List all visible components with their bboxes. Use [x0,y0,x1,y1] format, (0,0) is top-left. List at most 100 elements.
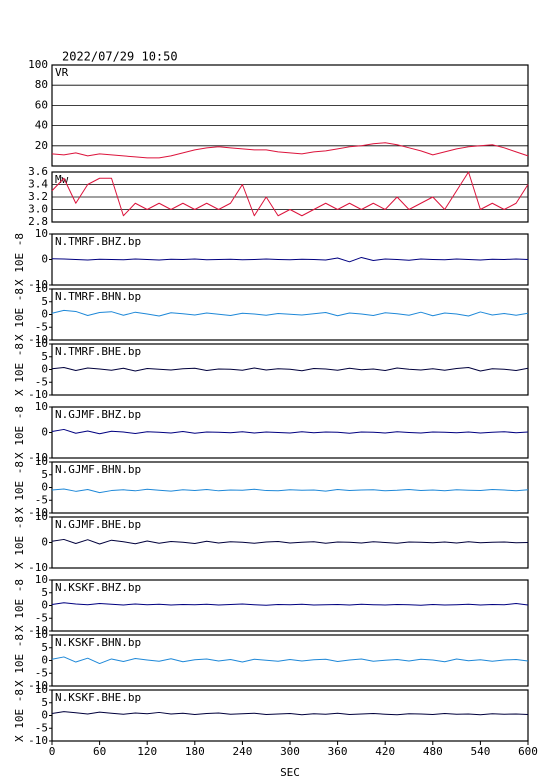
waveform-line [51,538,529,545]
x-tick-label: 300 [280,745,300,758]
series-label: N.TMRF.BHE.bp [55,345,141,358]
series-label: N.GJMF.BHZ.bp [55,408,141,421]
waveform-line [51,142,529,159]
y-tick-label: -10 [28,506,48,519]
y-tick-label: 10 [35,573,48,586]
y-tick-label: 0 [41,481,48,494]
y-tick-label: -10 [28,388,48,401]
y-tick-label: 5 [41,468,48,481]
x-tick-label: 480 [423,745,443,758]
y-tick-label: 0 [41,426,48,439]
waveform-line [51,488,529,494]
waveform-line [51,656,529,665]
y-tick-label: 5 [41,586,48,599]
y-tick-label: -5 [35,666,48,679]
waveform-line [51,711,529,716]
y-axis-label: X 10E -8 [13,406,26,459]
waveform-line [51,428,529,435]
y-tick-label: 20 [35,139,48,152]
y-axis-label: X 10E -8 [13,461,26,514]
y-tick-label: 0 [41,599,48,612]
x-tick-label: 360 [328,745,348,758]
y-tick-label: 10 [35,628,48,641]
waveform-line [51,602,529,606]
waveform-line [51,309,529,317]
series-label: N.GJMF.BHE.bp [55,518,141,531]
panel-frame [51,634,529,687]
y-tick-label: 0 [41,654,48,667]
y-tick-label: -5 [35,721,48,734]
y-tick-label: -10 [28,451,48,464]
y-axis-label: X 10E -8 [13,343,26,396]
y-tick-label: -10 [28,734,48,747]
y-tick-label: 5 [41,350,48,363]
y-tick-label: 10 [35,400,48,413]
series-label: N.GJMF.BHN.bp [55,463,141,476]
panel-frame [51,64,529,167]
y-tick-label: 100 [28,58,48,71]
x-tick-label: 120 [137,745,157,758]
x-tick-label: 600 [518,745,538,758]
y-tick-label: -5 [35,611,48,624]
panel-frame [51,171,529,223]
panel-frame [51,288,529,341]
y-tick-label: 5 [41,641,48,654]
y-tick-label: 0 [41,363,48,376]
y-tick-label: 10 [35,282,48,295]
y-tick-label: -5 [35,320,48,333]
panel-frame [51,343,529,396]
y-tick-label: 3.4 [28,178,48,191]
x-axis-label: SEC [280,766,300,779]
y-tick-label: 10 [35,337,48,350]
y-axis-label: X 10E -8 [13,516,26,569]
y-tick-label: 3.6 [28,165,48,178]
panel-frame [51,461,529,514]
y-tick-label: 2.8 [28,215,48,228]
x-tick-label: 240 [232,745,252,758]
series-label: N.KSKF.BHE.bp [55,691,141,704]
y-tick-label: 5 [41,696,48,709]
series-label: N.KSKF.BHN.bp [55,636,141,649]
series-label: VR [55,66,69,79]
x-tick-label: 420 [375,745,395,758]
series-label: N.TMRF.BHN.bp [55,290,141,303]
panel-frame [51,579,529,632]
y-axis-label: X 10E -8 [13,233,26,286]
y-tick-label: 0 [41,709,48,722]
y-tick-label: 5 [41,295,48,308]
x-tick-label: 0 [49,745,56,758]
y-tick-label: -10 [28,278,48,291]
y-axis-label: X 10E -8 [13,634,26,687]
y-tick-label: 10 [35,510,48,523]
y-tick-label: 40 [35,119,48,132]
y-tick-label: -10 [28,624,48,637]
y-axis-label: X 10E -8 [13,288,26,341]
waveform-line [51,256,529,263]
y-tick-label: 0 [41,536,48,549]
y-tick-label: 10 [35,227,48,240]
y-tick-label: 3.0 [28,203,48,216]
x-tick-label: 180 [185,745,205,758]
y-axis-label: X 10E -8 [13,579,26,632]
panel-frame [51,406,529,459]
y-axis-label: X 10E -8 [13,689,26,742]
y-tick-label: 0 [41,253,48,266]
y-tick-label: -10 [28,561,48,574]
waveform-line [51,366,529,372]
series-label: N.TMRF.BHZ.bp [55,235,141,248]
y-tick-label: 10 [35,455,48,468]
y-tick-label: -10 [28,333,48,346]
series-label: N.KSKF.BHZ.bp [55,581,141,594]
x-tick-label: 60 [93,745,106,758]
y-tick-label: 80 [35,78,48,91]
series-label: Mw [55,173,69,186]
waveform-line [51,171,529,217]
y-tick-label: -5 [35,493,48,506]
y-tick-label: -10 [28,679,48,692]
y-tick-label: 10 [35,683,48,696]
y-tick-label: 3.2 [28,190,48,203]
chart-title: 2022/07/29 10:50 [62,50,178,64]
x-tick-label: 540 [470,745,490,758]
y-tick-label: 0 [41,308,48,321]
